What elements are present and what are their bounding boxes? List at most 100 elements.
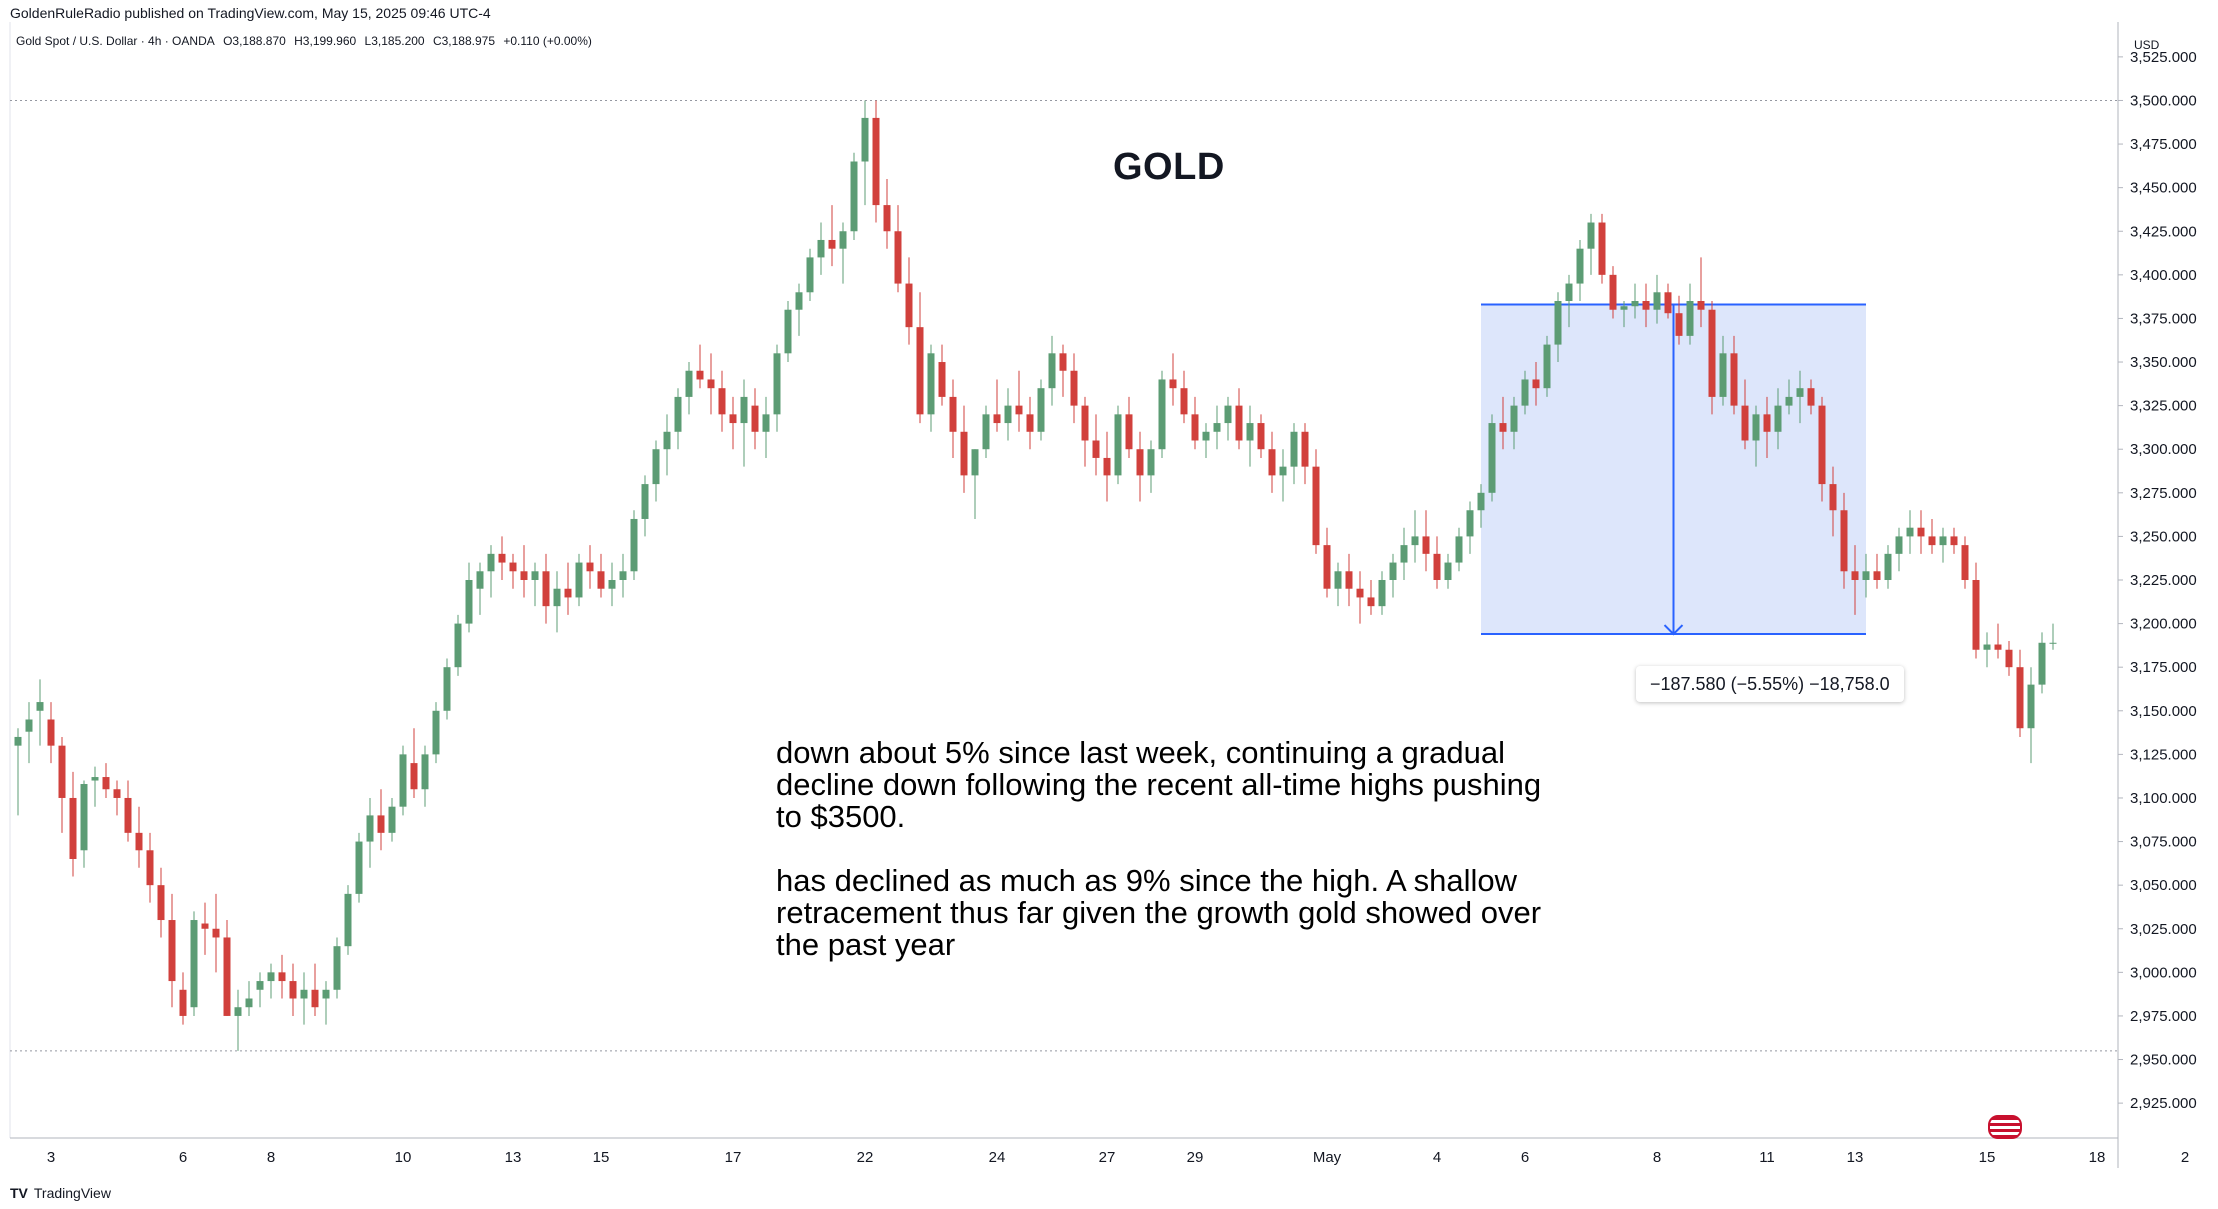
candle-body[interactable] xyxy=(1961,545,1969,580)
candle-body[interactable] xyxy=(1620,306,1628,310)
candle-body[interactable] xyxy=(971,449,979,476)
candle-body[interactable] xyxy=(1840,510,1848,572)
candle-body[interactable] xyxy=(124,797,132,833)
candle-body[interactable] xyxy=(190,920,198,1008)
candle-body[interactable] xyxy=(1598,222,1606,275)
candle-body[interactable] xyxy=(102,777,110,790)
candle-body[interactable] xyxy=(1664,292,1672,314)
candle-body[interactable] xyxy=(1268,449,1276,476)
candle-body[interactable] xyxy=(652,449,660,485)
candle-body[interactable] xyxy=(1521,379,1529,406)
candle-body[interactable] xyxy=(938,362,946,397)
candle-body[interactable] xyxy=(69,797,77,859)
candle-body[interactable] xyxy=(212,928,220,938)
candle-body[interactable] xyxy=(1917,527,1925,537)
candle-body[interactable] xyxy=(949,396,957,432)
candle-body[interactable] xyxy=(1015,405,1023,415)
candle-body[interactable] xyxy=(1939,536,1947,546)
candle-body[interactable] xyxy=(795,292,803,310)
candle-body[interactable] xyxy=(1488,423,1496,493)
candle-body[interactable] xyxy=(1752,414,1760,441)
candle-body[interactable] xyxy=(663,431,671,450)
candle-body[interactable] xyxy=(1004,405,1012,424)
candle-body[interactable] xyxy=(1334,571,1342,589)
candle-body[interactable] xyxy=(322,989,330,999)
candle-body[interactable] xyxy=(1642,301,1650,310)
candle-body[interactable] xyxy=(619,571,627,580)
candle-body[interactable] xyxy=(1433,553,1441,580)
candle-body[interactable] xyxy=(905,283,913,328)
candle-body[interactable] xyxy=(542,571,550,607)
candle-body[interactable] xyxy=(1862,571,1870,580)
candle-body[interactable] xyxy=(300,989,308,999)
candle-body[interactable] xyxy=(14,736,22,746)
candle-body[interactable] xyxy=(1818,405,1826,485)
candle-body[interactable] xyxy=(1499,423,1507,432)
candle-body[interactable] xyxy=(289,981,297,999)
candle-body[interactable] xyxy=(1279,466,1287,476)
candle-body[interactable] xyxy=(1389,562,1397,580)
candle-body[interactable] xyxy=(1323,545,1331,589)
candle-body[interactable] xyxy=(740,396,748,424)
candle-body[interactable] xyxy=(432,710,440,755)
candle-body[interactable] xyxy=(344,893,352,947)
candle-body[interactable] xyxy=(872,117,880,206)
candle-body[interactable] xyxy=(1994,644,2002,650)
candle-body[interactable] xyxy=(1136,449,1144,476)
candle-body[interactable] xyxy=(1257,423,1265,450)
candle-body[interactable] xyxy=(850,161,858,232)
candle-body[interactable] xyxy=(1422,536,1430,554)
candle-body[interactable] xyxy=(828,239,836,249)
candle-body[interactable] xyxy=(1587,222,1595,249)
candle-body[interactable] xyxy=(135,832,143,851)
candle-body[interactable] xyxy=(36,702,44,711)
candle-body[interactable] xyxy=(443,667,451,711)
candle-body[interactable] xyxy=(113,789,121,798)
candle-body[interactable] xyxy=(718,388,726,415)
candle-body[interactable] xyxy=(982,414,990,450)
candle-body[interactable] xyxy=(1301,431,1309,467)
symbol-name[interactable]: Gold Spot / U.S. Dollar · 4h · OANDA xyxy=(16,34,215,48)
candle-body[interactable] xyxy=(256,981,264,990)
candle-body[interactable] xyxy=(762,414,770,432)
candle-body[interactable] xyxy=(1554,301,1562,345)
candle-body[interactable] xyxy=(1400,545,1408,563)
candle-body[interactable] xyxy=(278,972,286,982)
candle-body[interactable] xyxy=(311,989,319,1008)
candle-body[interactable] xyxy=(157,885,165,921)
candle-body[interactable] xyxy=(1543,344,1551,389)
candle-body[interactable] xyxy=(245,998,253,1008)
candle-body[interactable] xyxy=(806,257,814,293)
candle-body[interactable] xyxy=(520,571,528,580)
candle-body[interactable] xyxy=(1730,353,1738,406)
candle-body[interactable] xyxy=(993,414,1001,424)
candle-body[interactable] xyxy=(1653,292,1661,310)
candle-body[interactable] xyxy=(1895,536,1903,554)
candle-body[interactable] xyxy=(1829,484,1837,511)
candle-body[interactable] xyxy=(1884,553,1892,580)
candle-body[interactable] xyxy=(388,806,396,833)
candle-body[interactable] xyxy=(1037,388,1045,432)
candle-body[interactable] xyxy=(685,370,693,397)
candle-body[interactable] xyxy=(2049,642,2057,644)
candle-body[interactable] xyxy=(1510,405,1518,432)
candle-body[interactable] xyxy=(1807,388,1815,406)
candle-body[interactable] xyxy=(179,989,187,1016)
candle-body[interactable] xyxy=(1059,353,1067,371)
candle-body[interactable] xyxy=(223,937,231,1016)
candle-body[interactable] xyxy=(1928,536,1936,546)
candle-body[interactable] xyxy=(674,396,682,432)
candle-body[interactable] xyxy=(751,405,759,432)
candle-body[interactable] xyxy=(1103,457,1111,476)
candle-body[interactable] xyxy=(1092,440,1100,458)
candle-body[interactable] xyxy=(1466,510,1474,537)
candle-body[interactable] xyxy=(729,414,737,424)
candle-body[interactable] xyxy=(410,763,418,790)
candle-body[interactable] xyxy=(784,309,792,354)
candle-body[interactable] xyxy=(1675,313,1683,336)
candle-body[interactable] xyxy=(861,117,869,162)
candle-body[interactable] xyxy=(1444,562,1452,580)
candle-body[interactable] xyxy=(234,1007,242,1016)
candle-body[interactable] xyxy=(2016,667,2024,729)
